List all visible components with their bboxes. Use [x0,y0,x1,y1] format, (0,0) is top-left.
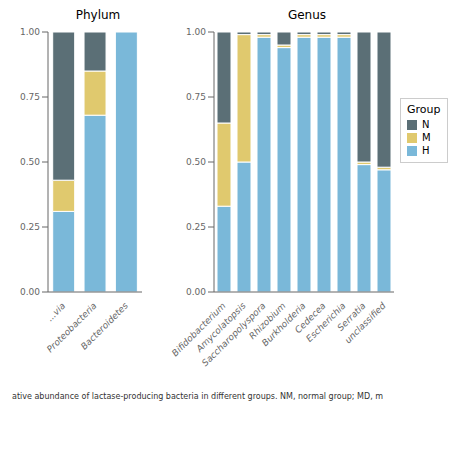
svg-text:0.50: 0.50 [20,157,40,167]
svg-text:0.25: 0.25 [20,222,40,232]
svg-text:0.75: 0.75 [20,92,40,102]
svg-text:Burkholderia: Burkholderia [259,300,308,349]
svg-text:Saccharopolyspora: Saccharopolyspora [199,300,268,369]
svg-text:Amycolatopsis: Amycolatopsis [194,300,248,354]
svg-text:Bacteroidetes: Bacteroidetes [79,300,130,351]
svg-text:0.00: 0.00 [20,287,40,297]
svg-text:...via: ...via [45,301,68,324]
html-text:Genus: Genus [287,8,327,22]
svg-text:Proteobacteria: Proteobacteria [44,300,99,355]
svg-text:1.00: 1.00 [186,27,206,37]
svg-text:0.50: 0.50 [186,157,206,167]
html-text:M: M [422,132,431,143]
html-text:ative abundance of lactase-pro: ative abundance of lactase-producing bac… [12,392,383,401]
svg-text:Bifidobacterium: Bifidobacterium [169,300,228,359]
html-text:H: H [422,145,430,156]
html-text:N: N [422,119,430,130]
svg-text:Cedecea: Cedecea [292,300,328,336]
html-text:Phylum: Phylum [75,8,121,22]
svg-text:Serratia: Serratia [335,300,368,333]
svg-text:1.00: 1.00 [20,27,40,37]
svg-text:unclassified: unclassified [343,300,388,345]
svg-text:Rhizobium: Rhizobium [247,300,288,342]
svg-text:Escherichia: Escherichia [304,300,348,344]
svg-text:0.00: 0.00 [186,287,206,297]
svg-text:0.25: 0.25 [186,222,206,232]
svg-text:0.75: 0.75 [186,92,206,102]
html-text:Group: Group [407,103,441,116]
